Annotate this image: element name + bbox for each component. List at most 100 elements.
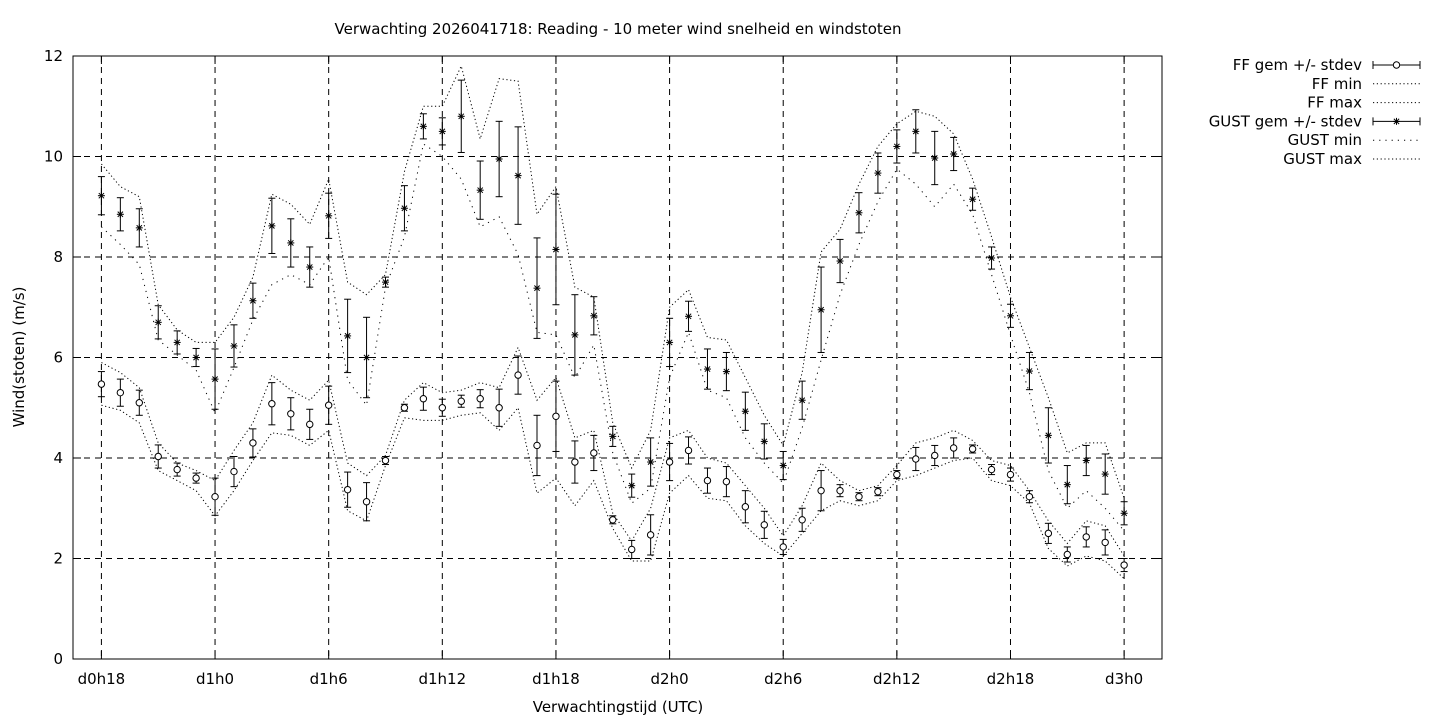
- legend-circle-marker: [1392, 61, 1401, 69]
- gust-mean-marker: [230, 342, 238, 350]
- ff-mean-marker: [135, 399, 143, 407]
- x-tick-label: d2h12: [873, 670, 921, 688]
- ff-errorbar-point: [1044, 522, 1053, 544]
- x-tick-label: d2h6: [764, 670, 802, 688]
- ff-mean-marker: [343, 485, 352, 494]
- ff-mean-marker: [249, 439, 257, 447]
- gust-errorbar-point: [703, 348, 711, 390]
- gust-mean-marker: [381, 278, 389, 286]
- ff-errorbar-point: [533, 414, 541, 477]
- gust-mean-marker: [1082, 457, 1090, 465]
- ff-errorbar-point: [173, 462, 181, 477]
- ff-mean-marker: [476, 395, 484, 403]
- legend-star-marker: [1393, 117, 1400, 125]
- gust-errorbar-point: [419, 113, 427, 140]
- gust-errorbar-point: [571, 294, 579, 376]
- legend-label: FF min: [1312, 75, 1362, 93]
- gust-errorbar-point: [476, 160, 484, 220]
- ff-errorbar-point: [230, 455, 238, 488]
- ff-mean-marker: [628, 545, 636, 554]
- gust-mean-marker: [590, 312, 598, 320]
- gust-errorbar-point: [893, 129, 901, 164]
- ff-mean-marker: [874, 487, 882, 496]
- gust-mean-marker: [116, 210, 124, 218]
- ff-errorbar-point: [135, 389, 143, 416]
- series-line: [101, 143, 1125, 532]
- gust-mean-marker: [874, 169, 882, 177]
- ff-errorbar-point: [817, 470, 825, 512]
- ff-errorbar-point: [154, 444, 162, 469]
- ff-mean-marker: [1101, 538, 1109, 547]
- ff-mean-marker: [571, 458, 579, 466]
- ff-errorbar-point: [514, 355, 522, 395]
- gust-errorbar-point: [325, 192, 333, 239]
- gust-errorbar-point: [1101, 453, 1109, 495]
- ff-mean-marker: [855, 492, 863, 501]
- gust-errorbar-point: [969, 187, 977, 211]
- ff-errorbar-point: [703, 467, 712, 494]
- gust-mean-marker: [438, 127, 446, 135]
- ff-mean-marker: [741, 503, 750, 511]
- gust-errorbar-point: [438, 117, 446, 146]
- gust-mean-marker: [666, 338, 674, 346]
- ff-errorbar-point: [590, 434, 598, 472]
- gust-mean-marker: [97, 192, 105, 200]
- ff-mean-marker: [722, 477, 731, 486]
- ff-errorbar-point: [665, 442, 674, 482]
- y-tick-label: 12: [44, 47, 63, 65]
- ff-errorbar-point: [874, 487, 882, 497]
- ff-mean-marker: [817, 486, 825, 495]
- gust-mean-marker: [931, 154, 939, 162]
- ff-mean-marker: [949, 444, 958, 452]
- ff-errorbar-point: [324, 385, 333, 425]
- ff-errorbar-point: [968, 444, 977, 454]
- gust-mean-marker: [306, 263, 314, 271]
- y-axis-label: Wind(stoten) (m/s): [10, 287, 28, 428]
- gust-errorbar-point: [173, 330, 181, 355]
- ff-errorbar-point: [249, 428, 257, 458]
- ff-errorbar-point: [116, 378, 125, 407]
- ff-errorbar-point: [362, 482, 371, 522]
- gust-mean-marker: [779, 462, 787, 470]
- ff-errorbar-point: [836, 484, 844, 498]
- ff-errorbar-point: [1120, 558, 1128, 573]
- ff-mean-marker: [1044, 529, 1053, 538]
- x-tick-label: d1h12: [418, 670, 466, 688]
- y-tick-label: 2: [53, 550, 63, 568]
- gust-errorbar-point: [817, 266, 825, 353]
- ff-errorbar-point: [684, 436, 693, 465]
- gust-errorbar-point: [836, 238, 844, 284]
- gust-errorbar-point: [779, 450, 787, 481]
- ff-mean-marker: [173, 465, 181, 474]
- gust-mean-marker: [173, 338, 181, 346]
- gust-errorbar-point: [533, 237, 541, 339]
- gust-mean-marker: [514, 172, 522, 180]
- ff-mean-marker: [1006, 470, 1015, 479]
- gust-mean-marker: [1006, 312, 1014, 320]
- y-tick-label: 0: [53, 650, 63, 668]
- gust-mean-marker: [912, 127, 920, 135]
- ff-mean-marker: [1120, 561, 1128, 569]
- gust-errorbar-point: [344, 298, 352, 374]
- ff-mean-marker: [1063, 550, 1072, 559]
- ff-errorbar-point: [211, 477, 219, 516]
- ff-mean-marker: [230, 467, 238, 476]
- gust-mean-marker: [722, 368, 730, 376]
- gust-mean-marker: [457, 112, 465, 120]
- ff-errorbar-point: [1082, 526, 1090, 548]
- ff-mean-marker: [97, 380, 106, 388]
- gust-mean-marker: [685, 312, 693, 320]
- ff-mean-marker: [116, 388, 125, 397]
- ff-errorbar-point: [855, 492, 863, 502]
- ff-mean-marker: [495, 404, 503, 412]
- gust-mean-marker: [1044, 431, 1052, 439]
- gust-errorbar-point: [722, 351, 730, 392]
- ff-mean-marker: [798, 516, 806, 524]
- ff-mean-marker: [362, 498, 371, 506]
- ff-errorbar-point: [552, 380, 560, 452]
- ff-mean-marker: [968, 445, 977, 453]
- gust-mean-marker: [1025, 367, 1033, 375]
- gust-mean-marker: [400, 204, 408, 212]
- gust-errorbar-point: [287, 218, 295, 268]
